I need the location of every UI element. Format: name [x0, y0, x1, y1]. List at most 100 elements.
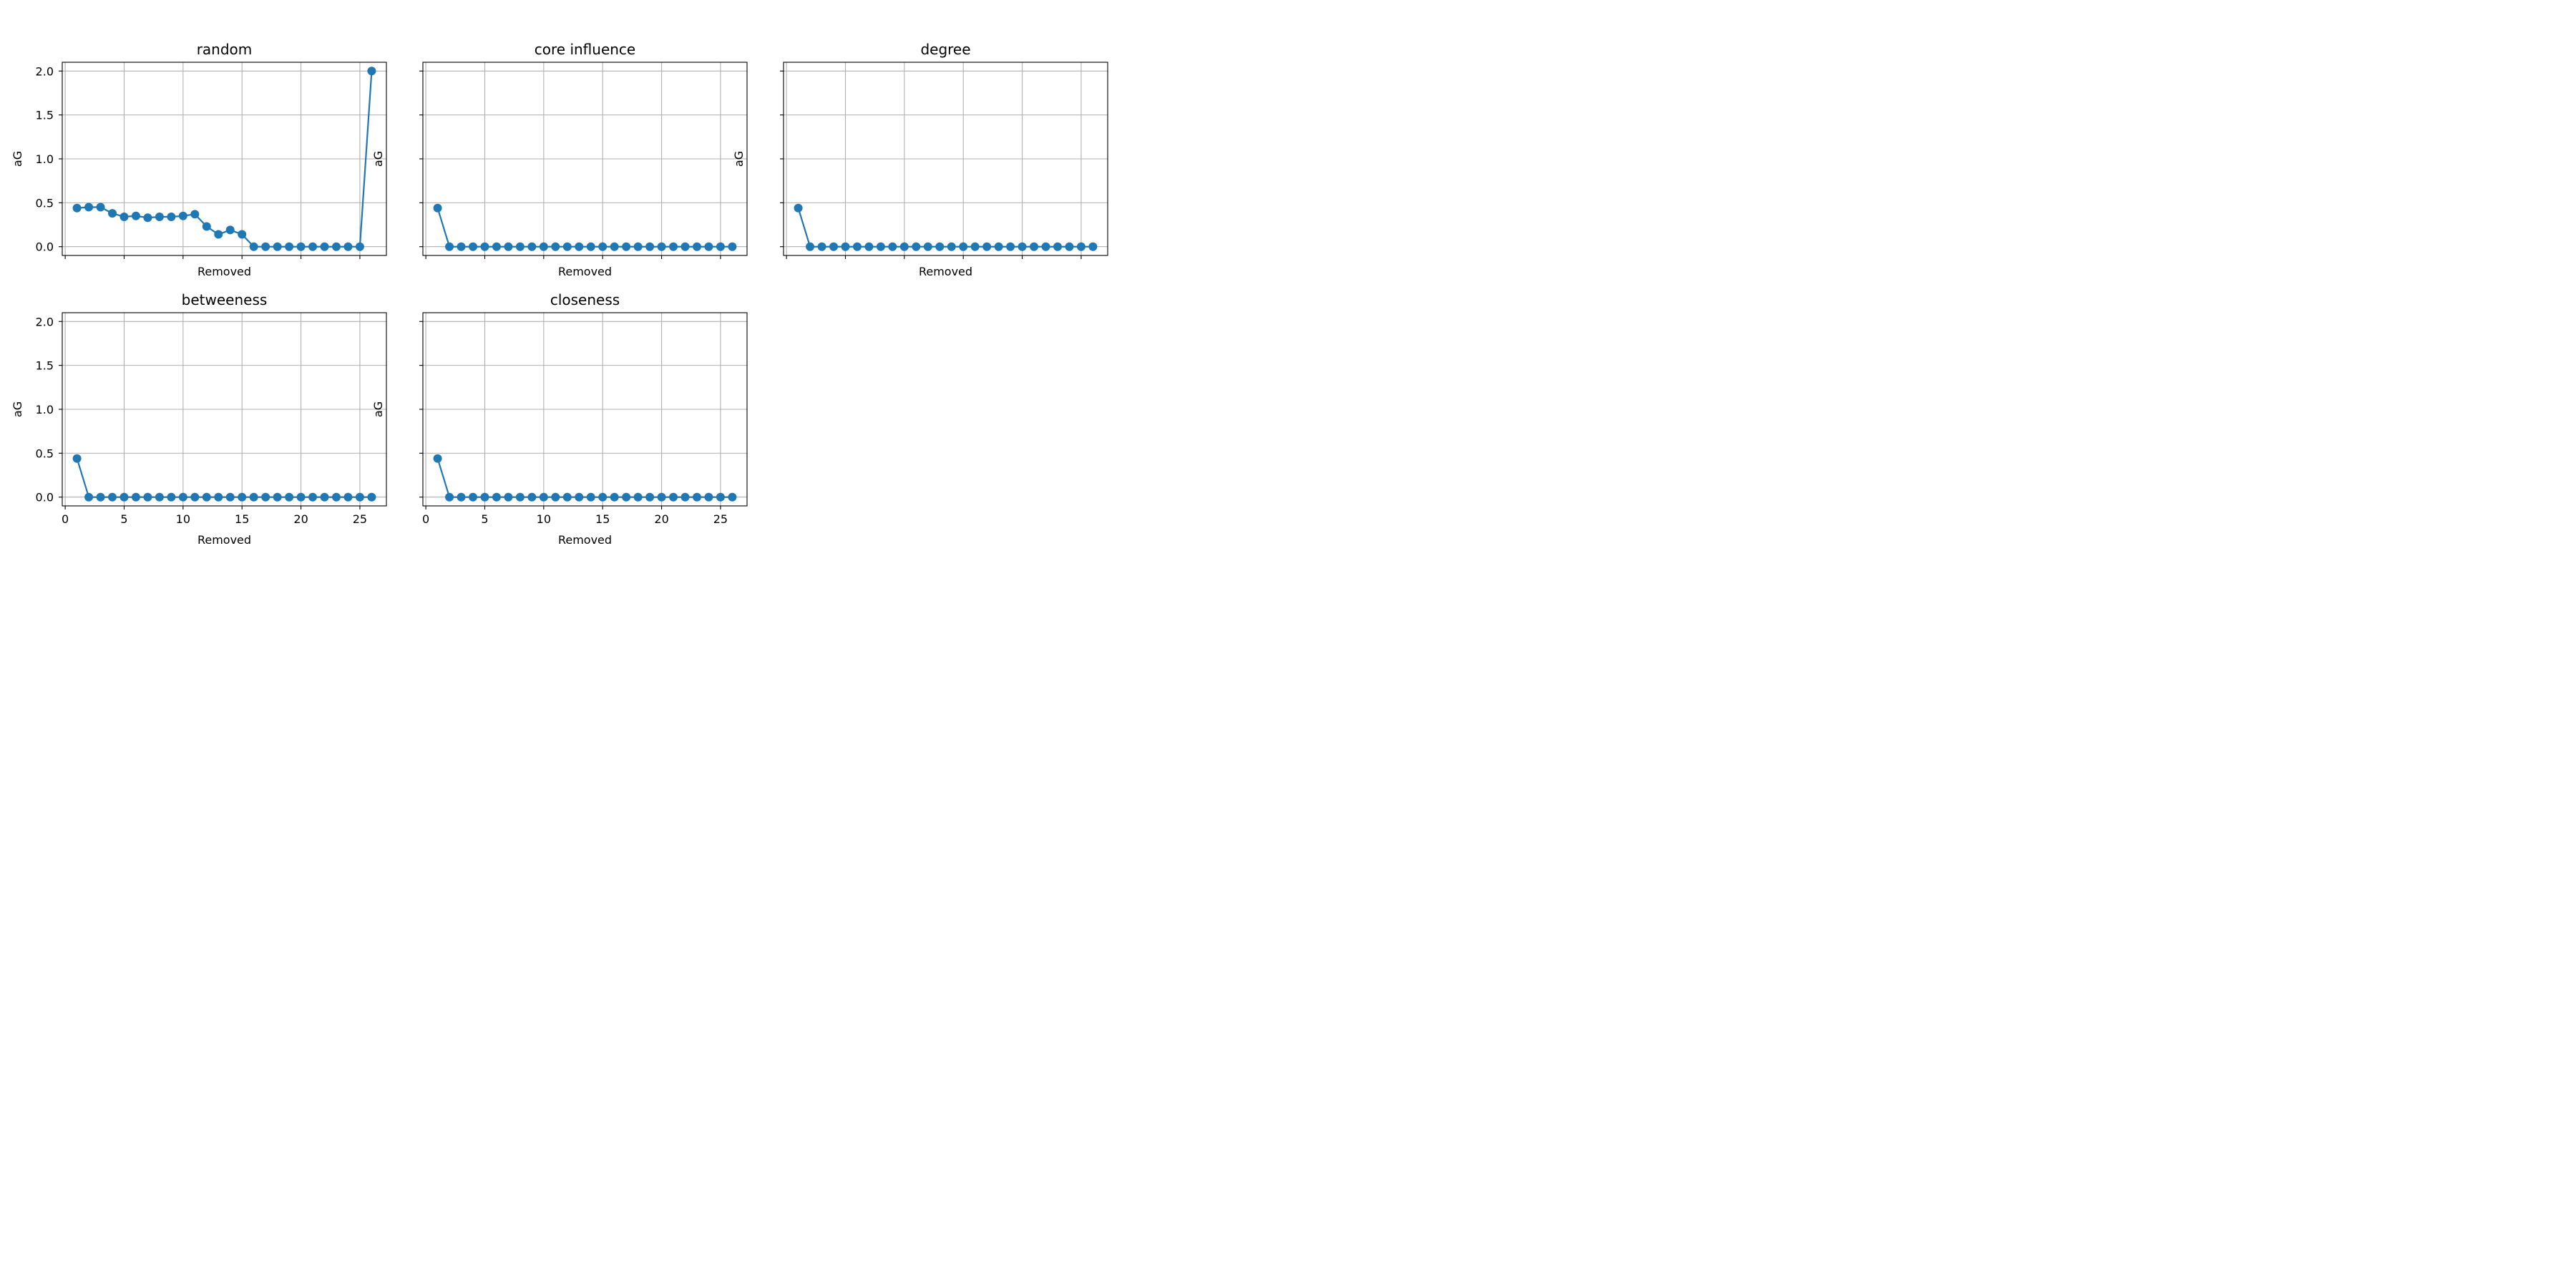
x-tick-label: 0: [62, 512, 69, 526]
x-tick-label: 5: [120, 512, 127, 526]
data-point: [598, 492, 608, 502]
data-point: [457, 242, 466, 251]
data-point: [131, 492, 140, 502]
y-tick-label: 2.0: [36, 64, 54, 78]
data-point: [692, 492, 701, 502]
data-point: [480, 492, 489, 502]
data-point: [657, 492, 666, 502]
data-point: [355, 492, 364, 502]
data-point: [680, 492, 690, 502]
data-point: [539, 492, 548, 502]
subplot-title: random: [197, 41, 253, 58]
y-tick-label: 0.0: [36, 240, 54, 254]
x-axis-label: Removed: [558, 533, 612, 547]
data-point: [445, 492, 454, 502]
subplot-4: 0 5 10 15 20 25 0.0 0.5 1.0 1.5 2.0 betweeness Remov…: [11, 291, 387, 547]
x-axis-label: Removed: [919, 265, 972, 278]
data-point: [610, 492, 619, 502]
data-point: [852, 242, 862, 251]
x-tick-label: 20: [654, 512, 668, 526]
data-point: [645, 242, 655, 251]
x-tick-label: 0: [422, 512, 429, 526]
data-point: [492, 492, 501, 502]
data-point: [367, 492, 376, 502]
data-point: [794, 203, 803, 213]
data-point: [308, 492, 318, 502]
data-point: [167, 213, 176, 221]
data-point: [515, 492, 525, 502]
figure-background: [0, 0, 1122, 561]
data-point: [527, 242, 537, 251]
data-point: [178, 211, 187, 220]
data-point: [947, 242, 956, 251]
data-point: [504, 242, 513, 251]
data-point: [923, 242, 932, 251]
subplot-title: core influence: [535, 41, 635, 58]
data-point: [108, 492, 117, 502]
data-point: [492, 242, 501, 251]
data-point: [1076, 242, 1085, 251]
data-point: [296, 492, 306, 502]
y-tick-label: 2.0: [36, 315, 54, 328]
data-point: [598, 242, 608, 251]
data-point: [296, 242, 306, 251]
data-point: [167, 492, 176, 502]
data-point: [515, 242, 525, 251]
data-point: [841, 242, 850, 251]
x-tick-label: 20: [293, 512, 308, 526]
data-point: [214, 230, 223, 239]
data-point: [970, 242, 980, 251]
data-point: [308, 242, 318, 251]
data-point: [202, 222, 211, 231]
data-point: [84, 492, 94, 502]
x-tick-label: 10: [176, 512, 190, 526]
x-axis-label: Removed: [558, 265, 612, 278]
data-point: [829, 242, 839, 251]
x-tick-label: 5: [481, 512, 488, 526]
data-point: [912, 242, 921, 251]
data-point: [72, 203, 82, 213]
data-point: [119, 213, 129, 221]
data-point: [562, 492, 572, 502]
data-point: [190, 492, 200, 502]
x-axis-label: Removed: [197, 265, 251, 278]
y-axis-label: aG: [11, 151, 24, 167]
data-point: [539, 242, 548, 251]
data-point: [445, 242, 454, 251]
data-point: [716, 492, 725, 502]
y-tick-label: 0.0: [36, 491, 54, 504]
data-point: [562, 242, 572, 251]
data-point: [669, 492, 678, 502]
x-tick-label: 15: [595, 512, 610, 526]
x-tick-label: 25: [353, 512, 367, 526]
data-point: [131, 211, 140, 220]
data-point: [225, 492, 235, 502]
data-point: [806, 242, 815, 251]
y-tick-label: 1.0: [36, 152, 54, 166]
data-point: [575, 492, 584, 502]
data-point: [1030, 242, 1039, 251]
data-point: [238, 492, 247, 502]
subplot-2: core influence Removed aG: [371, 41, 748, 278]
data-point: [610, 242, 619, 251]
data-point: [994, 242, 1003, 251]
data-point: [155, 492, 164, 502]
data-point: [96, 492, 105, 502]
data-point: [1006, 242, 1015, 251]
data-point: [1065, 242, 1074, 251]
data-point: [214, 492, 223, 502]
data-point: [273, 242, 282, 251]
y-axis-label: aG: [11, 401, 24, 417]
data-point: [320, 492, 329, 502]
data-point: [716, 242, 725, 251]
data-point: [285, 242, 294, 251]
data-point: [622, 492, 631, 502]
x-tick-label: 10: [537, 512, 551, 526]
data-point: [433, 203, 442, 213]
data-point: [680, 242, 690, 251]
data-point: [355, 242, 364, 251]
data-point: [331, 242, 341, 251]
data-point: [238, 230, 247, 239]
y-axis-label: aG: [371, 401, 385, 417]
data-point: [586, 242, 595, 251]
